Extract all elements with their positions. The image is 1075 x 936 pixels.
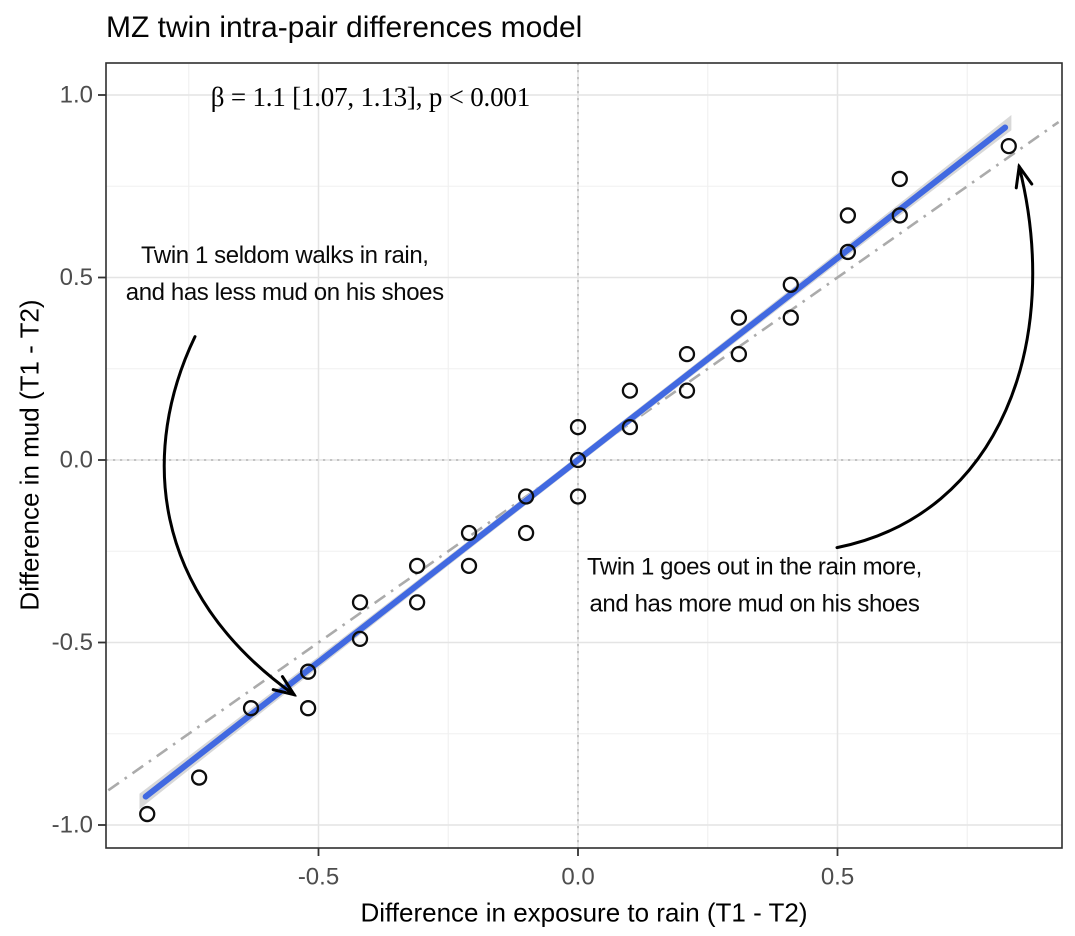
- data-point: [621, 418, 639, 436]
- data-point: [351, 594, 369, 611]
- data-point: [569, 418, 587, 436]
- data-point: [730, 345, 748, 363]
- left-note-line1: Twin 1 seldom walks in rain,: [141, 242, 429, 269]
- data-point: [569, 488, 587, 505]
- data-point: [1000, 137, 1017, 155]
- y-tick-label: 0.5: [60, 264, 93, 291]
- left-arrow: [162, 335, 294, 695]
- data-point: [678, 382, 696, 399]
- data-point: [139, 805, 156, 823]
- data-point: [408, 557, 426, 574]
- data-point: [621, 382, 639, 399]
- stats-annotation: β = 1.1 [1.07, 1.13], p < 0.001: [211, 82, 530, 112]
- right-note-line1: Twin 1 goes out in the rain more,: [587, 553, 922, 580]
- data-point: [460, 557, 478, 574]
- plot-title: MZ twin intra-pair differences model: [106, 11, 583, 44]
- data-point: [242, 700, 260, 717]
- x-tick-label: 0.0: [561, 864, 594, 891]
- grid-major-layer: [106, 63, 1062, 848]
- data-point: [839, 207, 857, 224]
- data-point: [460, 524, 478, 542]
- data-point: [891, 207, 908, 224]
- x-tick-label: 0.5: [821, 864, 854, 891]
- data-point: [299, 663, 317, 680]
- data-point: [730, 309, 748, 326]
- tick-labels-layer: -0.5 0.0 0.5 1.0 0.5 0.0 -0.5 -1.0: [52, 82, 855, 891]
- panel-border: [105, 62, 1063, 849]
- axis-ticks-layer: [98, 94, 839, 856]
- identity-line: [107, 120, 1060, 792]
- y-axis-title: Difference in mud (T1 - T2): [14, 299, 45, 611]
- right-note-line2: and has more mud on his shoes: [589, 590, 919, 617]
- y-tick-label: 0.0: [60, 447, 93, 474]
- x-axis-title: Difference in exposure to rain (T1 - T2): [360, 897, 808, 928]
- data-point: [517, 524, 535, 542]
- text-annotations-layer: Twin 1 seldom walks in rain, and has less…: [126, 242, 923, 617]
- annotation-arrows-layer: [162, 167, 1035, 695]
- identity-line-layer: [107, 120, 1060, 792]
- y-tick-label: -0.5: [52, 629, 93, 656]
- left-note-line2: and has less mud on his shoes: [126, 279, 444, 306]
- data-point: [408, 594, 426, 611]
- right-arrow: [835, 167, 1035, 550]
- x-tick-label: -0.5: [298, 864, 339, 891]
- points-layer: [139, 137, 1017, 823]
- data-point: [839, 243, 857, 261]
- stats-annotation-layer: β = 1.1 [1.07, 1.13], p < 0.001: [211, 82, 530, 112]
- y-tick-label: -1.0: [52, 812, 93, 839]
- data-point: [782, 309, 799, 326]
- data-point: [569, 451, 587, 469]
- data-point: [299, 700, 317, 717]
- data-point: [891, 170, 908, 188]
- data-point: [678, 345, 696, 363]
- data-point: [517, 488, 535, 505]
- data-point: [782, 276, 799, 293]
- data-point: [190, 769, 208, 786]
- y-tick-label: 1.0: [60, 82, 93, 109]
- data-point: [351, 630, 369, 647]
